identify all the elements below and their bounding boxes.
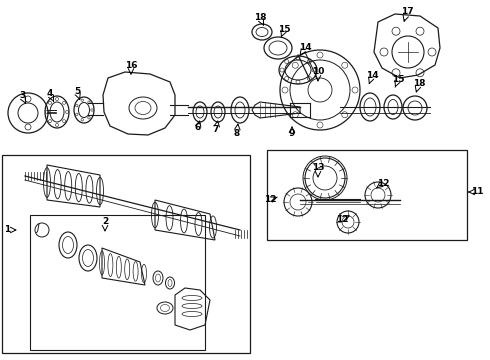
Text: 12: 12 (377, 179, 389, 188)
Text: 7: 7 (213, 126, 219, 135)
Text: 10: 10 (312, 68, 324, 77)
Text: 14: 14 (366, 72, 378, 81)
Text: 18: 18 (413, 78, 425, 87)
Text: 17: 17 (401, 8, 413, 17)
Text: J: J (37, 223, 39, 233)
Bar (30, 215, 205, 350)
Text: 6: 6 (195, 122, 201, 131)
Text: 13: 13 (312, 163, 324, 172)
Text: 2: 2 (102, 217, 108, 226)
Bar (2, 155, 250, 353)
Text: 5: 5 (74, 87, 80, 96)
Text: 16: 16 (125, 60, 137, 69)
Text: 15: 15 (392, 76, 404, 85)
Text: 8: 8 (234, 129, 240, 138)
Text: 14: 14 (299, 44, 311, 53)
Text: 9: 9 (289, 129, 295, 138)
Text: 18: 18 (254, 13, 266, 22)
Text: 3: 3 (19, 91, 25, 100)
Text: 4: 4 (47, 90, 53, 99)
Text: 12: 12 (336, 216, 348, 225)
Text: 1: 1 (4, 225, 10, 234)
Bar (267, 150, 467, 240)
Text: 11: 11 (471, 188, 483, 197)
Text: 12: 12 (264, 195, 276, 204)
Text: 15: 15 (278, 26, 290, 35)
